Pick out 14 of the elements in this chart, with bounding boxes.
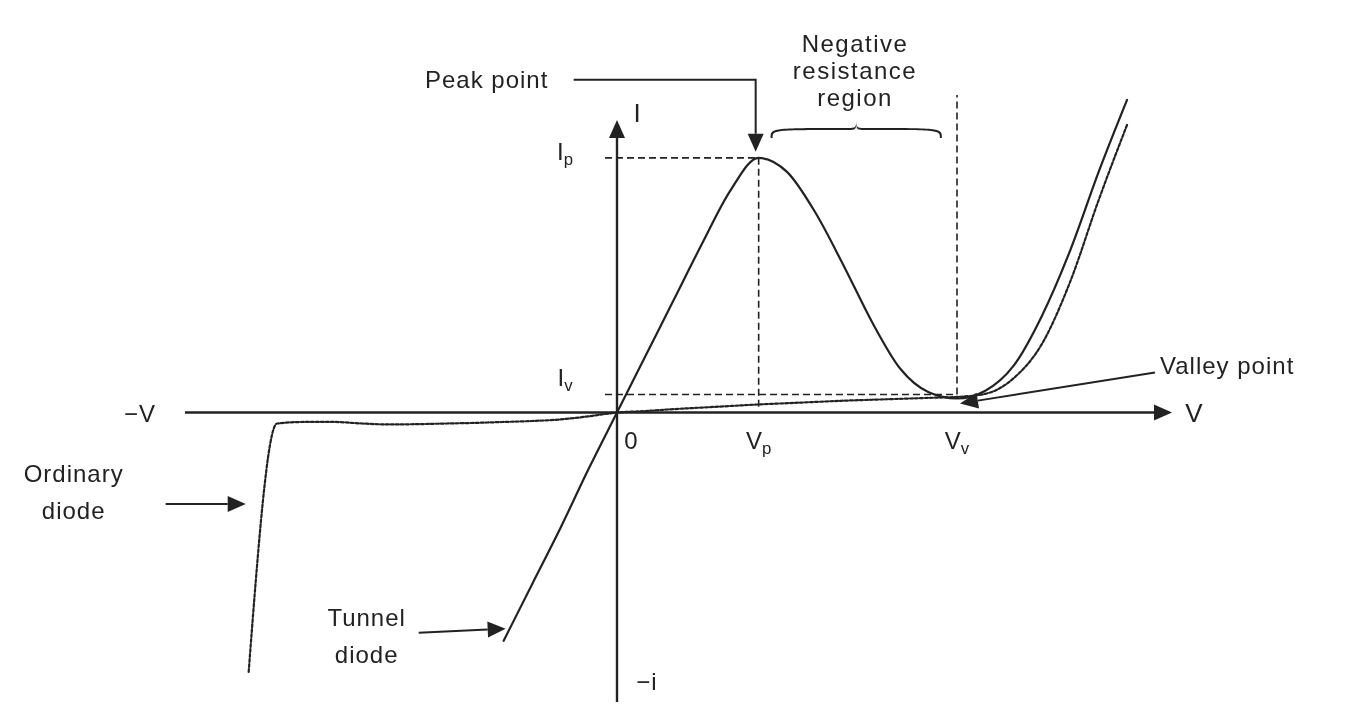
- x-tick-label: V$_{p}$: [745, 426, 772, 458]
- text: Ordinary diode: [23, 460, 124, 524]
- text: Peak point: [424, 65, 549, 93]
- text: −V: [123, 399, 157, 427]
- annotation: Negative resistance region: [792, 30, 918, 111]
- ref-line-label: I$_{p}$: [556, 137, 574, 169]
- annotation: −i: [636, 668, 658, 695]
- x-tick-label: V$_{v}$: [944, 426, 970, 458]
- x-axis-title: V: [1185, 397, 1204, 428]
- annotation: Tunnel diode: [327, 603, 406, 668]
- y-axis-title: I: [633, 98, 641, 128]
- ref-line-label: I$_{v}$: [557, 364, 574, 396]
- x-tick-label: 0: [624, 426, 638, 454]
- text: Valley point: [1160, 352, 1295, 380]
